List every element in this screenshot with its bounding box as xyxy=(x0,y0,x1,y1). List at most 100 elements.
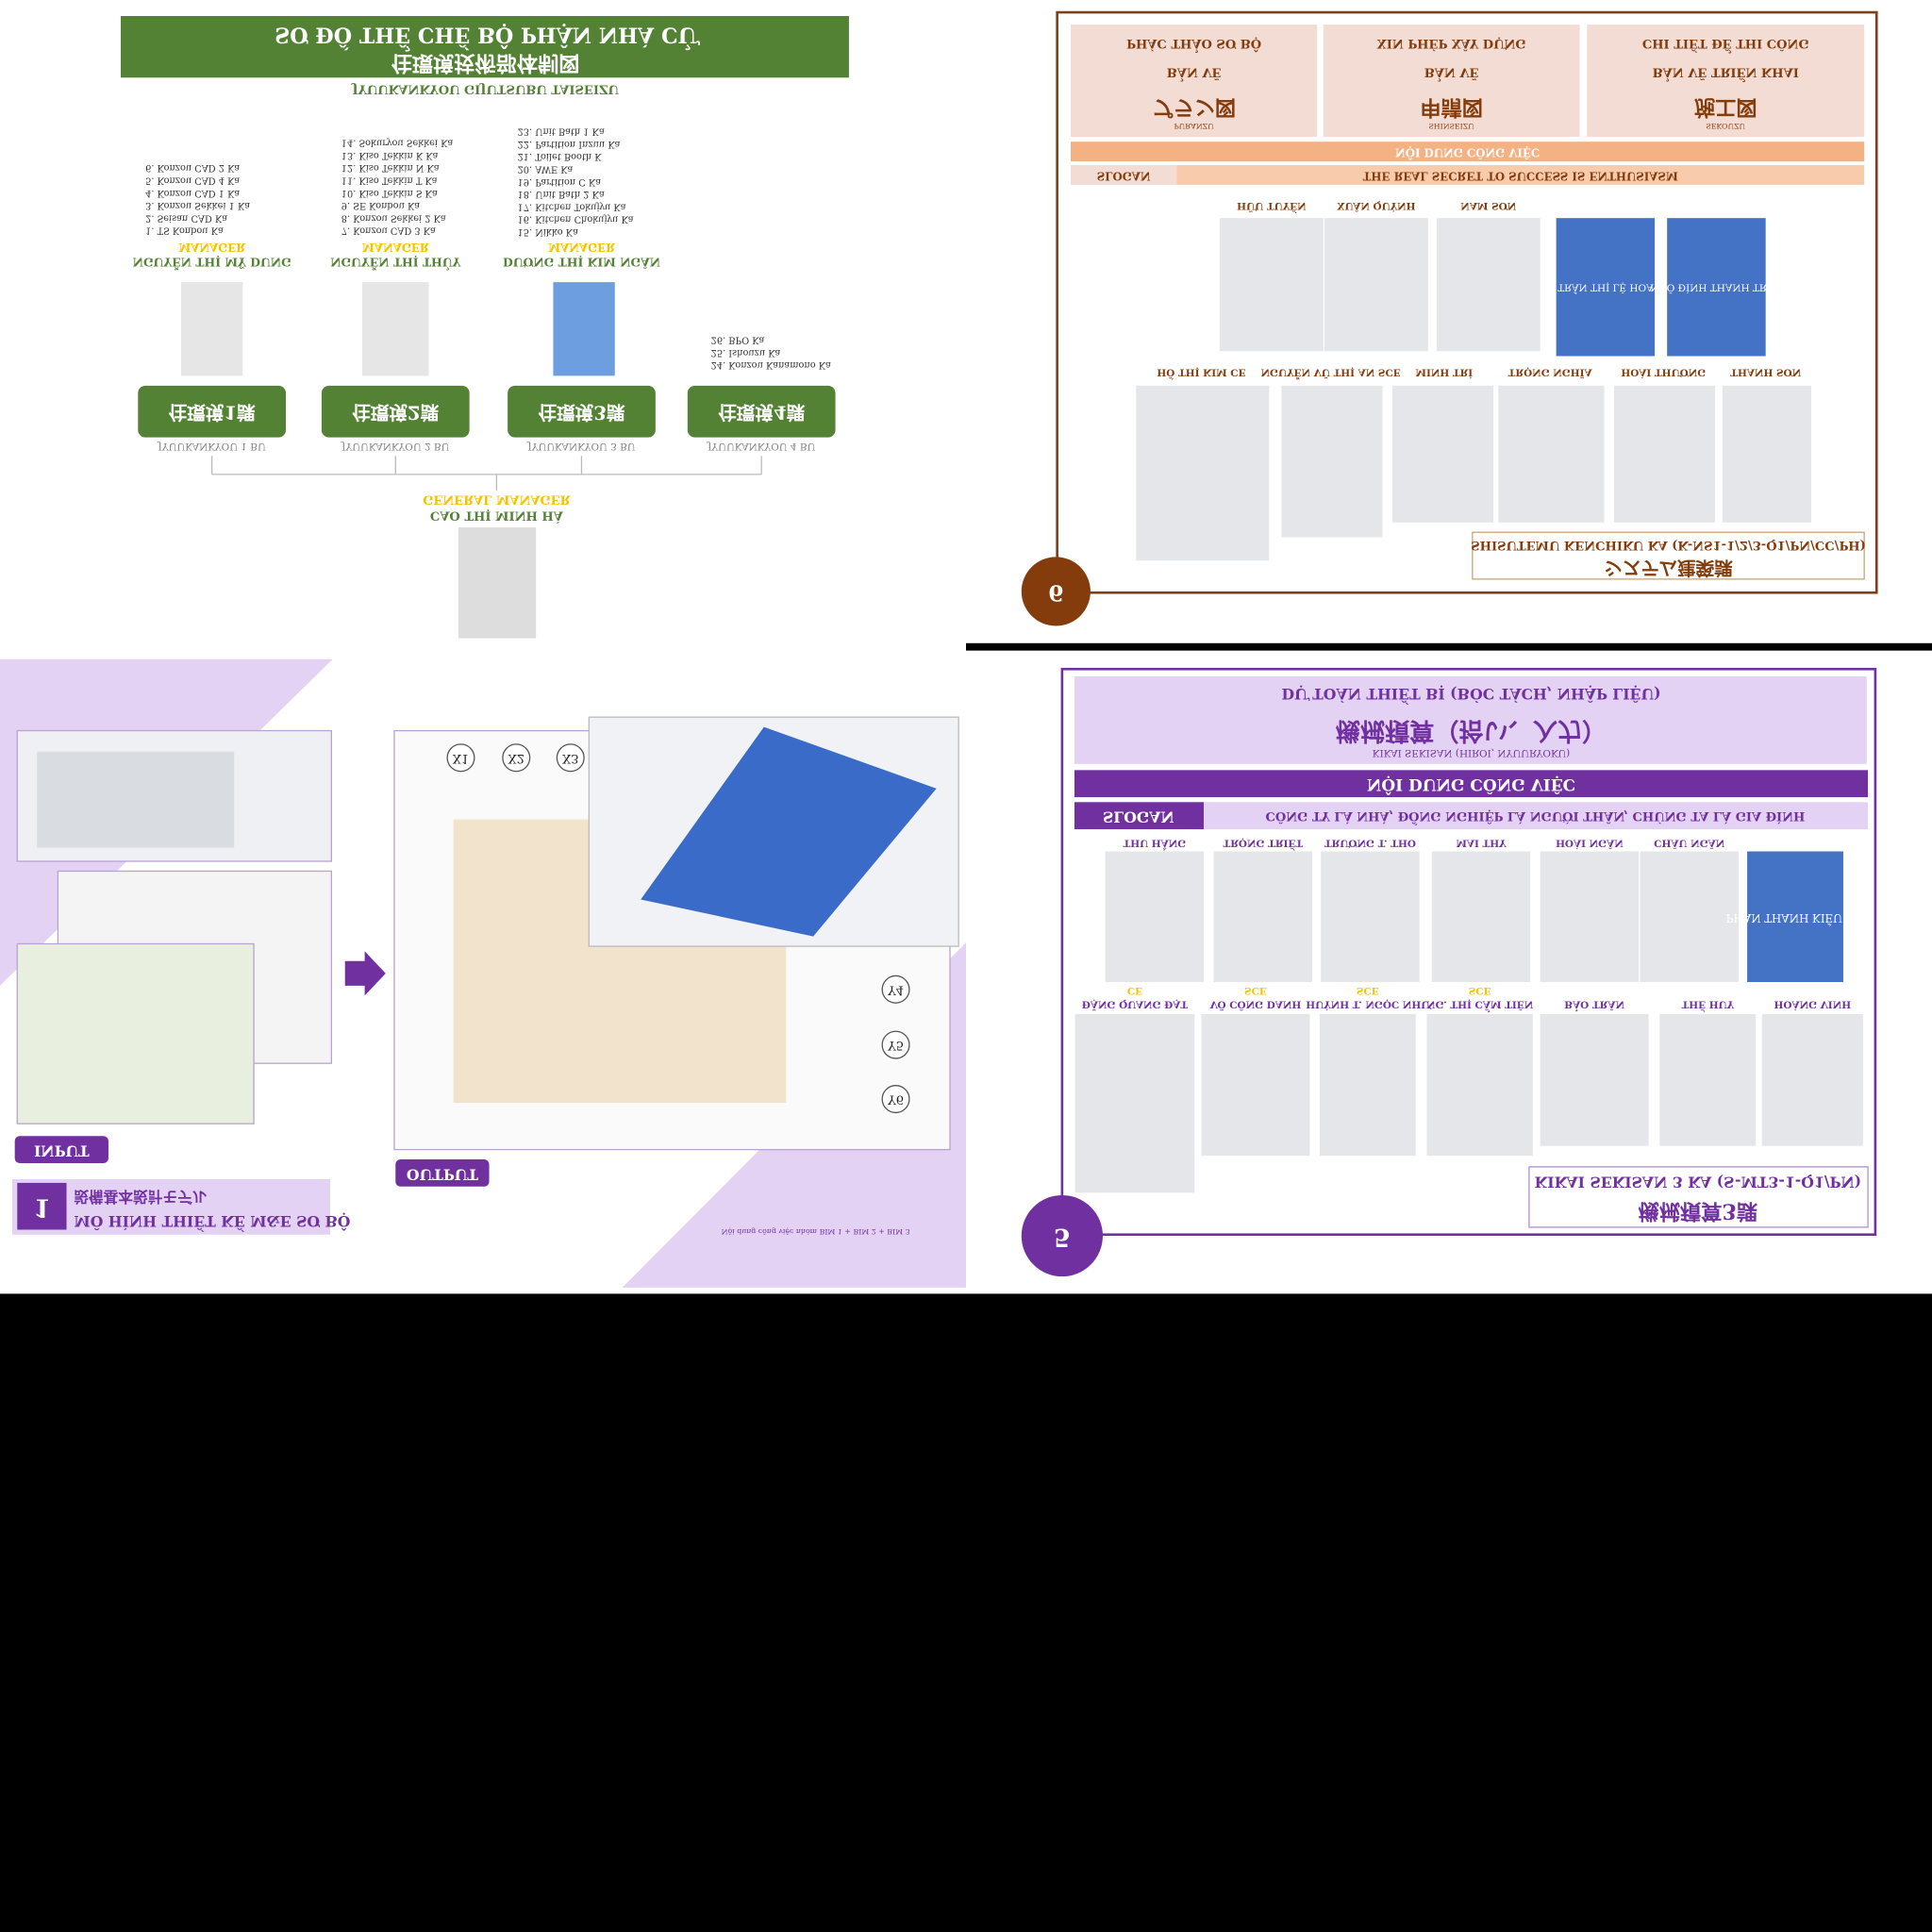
person-name: BẢO TRÂN xyxy=(1564,998,1624,1012)
department-box xyxy=(508,385,656,438)
grid-bubble xyxy=(881,974,910,1004)
slogan-box xyxy=(1204,802,1869,830)
person-name: HOÀI NGÂN xyxy=(1556,837,1624,850)
person-name: THU HẰNG xyxy=(1123,837,1186,851)
header-romaji: KIKAI SEKISAN (HIROI, NYUURYOKU) xyxy=(1373,747,1570,758)
department-label: JYUUKANKYOU 4 BU xyxy=(707,441,815,452)
photo xyxy=(1614,385,1716,523)
page-number: 5 xyxy=(1054,1223,1071,1252)
photo xyxy=(1105,851,1205,982)
photo xyxy=(1436,218,1541,352)
phase-title: PHÁC THẢO SƠ BỘ xyxy=(1126,36,1261,53)
photo xyxy=(181,282,243,376)
phase-box xyxy=(1071,25,1318,137)
subtitle: JYUUKANKYOU GIJUTSUBU TAISEIZU xyxy=(351,82,619,96)
list-item: 7. Konzou CAD 3 Ka xyxy=(341,225,436,236)
person-name: NG. THỊ CẨM TIÊN xyxy=(1426,998,1534,1013)
list-item: 25. Ishouzu Ka xyxy=(711,347,781,358)
person-role: SCE xyxy=(1469,985,1491,996)
photo xyxy=(1213,851,1313,982)
photo xyxy=(1761,1013,1863,1146)
grid-bubble xyxy=(556,743,585,773)
grid-label: Y6 xyxy=(887,1092,904,1107)
photo xyxy=(1321,851,1420,982)
photo xyxy=(1201,1013,1310,1157)
grid-bubble xyxy=(881,1030,910,1059)
list-item: 14. Sokuryou Sekkei Ka xyxy=(341,137,454,147)
person-box xyxy=(1556,218,1656,357)
photo xyxy=(1659,1013,1757,1146)
list-item: 3. Konzou Sekkei 1 Ka xyxy=(145,200,250,210)
person-role: CE xyxy=(1127,985,1142,996)
photo xyxy=(362,282,429,376)
person-name: THANH SƠN xyxy=(1730,366,1801,377)
list-item: 16. Kitchen Chokujyu Ka xyxy=(518,214,634,225)
photo xyxy=(1540,851,1640,982)
slogan: CÔNG TY LÀ NHÀ, ĐỒNG NGHIỆP LÀ NGƯỜI THÂ… xyxy=(1265,808,1805,825)
list-item: 13. Kiso Tekkin K Ka xyxy=(341,150,439,160)
title: MÔ HÌNH THIẾT KẾ M&E SƠ BỘ xyxy=(74,1212,350,1231)
list-item: 8. Konzou Sekkei 2 Ka xyxy=(341,212,446,223)
list-item: 12. Kiso Tekkin N Ka xyxy=(341,162,440,173)
list-item: 18. Unit Bath 2 Ka xyxy=(518,189,605,199)
grid-bubble xyxy=(881,1085,910,1114)
slogan-label-box xyxy=(1074,802,1205,830)
photo xyxy=(1722,385,1811,523)
header-jp: 機械積算（拾い、入力） xyxy=(1336,716,1607,745)
person-box xyxy=(1667,218,1766,357)
person-name: TRỌNG TRIẾT xyxy=(1223,837,1303,851)
number-box xyxy=(17,1182,67,1230)
team-box xyxy=(1472,531,1865,580)
team: KIKAI SEKISAN 3 KA (S-MT3-1-Q1/PN) xyxy=(1535,1173,1861,1191)
list-item: 20. AWE Ka xyxy=(518,163,574,174)
phase-jp: 申請図 xyxy=(1420,94,1483,120)
person-role: SCE xyxy=(1244,985,1267,996)
list-item: 10. Kiso Tekkin S Ka xyxy=(341,188,438,198)
page-number: 6 xyxy=(1048,579,1063,606)
phase-title: CHI TIẾT ĐỂ THI CÔNG xyxy=(1642,36,1809,54)
team-box xyxy=(1528,1166,1869,1228)
grid-label: X1 xyxy=(453,751,470,765)
person-name: HUỲNH T. NGỌC NHƯ xyxy=(1306,998,1431,1011)
person-name: NGÔ ĐÌNH THANH TRÚC xyxy=(1650,281,1782,294)
phase-sub: BẢN VẼ xyxy=(1167,64,1222,81)
phase-box xyxy=(1587,25,1865,137)
photo xyxy=(1640,851,1739,982)
photo xyxy=(458,527,537,639)
photo xyxy=(1498,385,1605,523)
divider xyxy=(966,642,1932,651)
photo xyxy=(1319,1013,1416,1157)
person-name: HỒ THỊ KIM CE xyxy=(1157,366,1245,380)
person-name: ĐẶNG QUANG ĐẠT xyxy=(1082,998,1189,1011)
manager-role: MANAGER xyxy=(362,241,429,254)
manager-name: NGUYỄN THỊ MỸ DUNG xyxy=(133,255,291,271)
photo xyxy=(1426,1013,1533,1157)
photo xyxy=(553,282,615,376)
slogan-label: SLOGAN xyxy=(1097,169,1151,182)
gm-role: GENERAL MANAGER xyxy=(423,491,570,506)
person-box xyxy=(1747,851,1843,982)
person-name: NGUYỄN VŨ THỊ AN SCE xyxy=(1261,366,1401,381)
team-jp: 機械積算3課 xyxy=(1639,1199,1758,1224)
person-name: MAI THY xyxy=(1456,837,1507,848)
input-image xyxy=(16,942,255,1124)
slogan: THE REAL SECRET TO SUCCESS IS ENTHUSIASM xyxy=(1363,169,1678,182)
title-banner xyxy=(121,15,849,78)
person-name: HOÀNG VINH xyxy=(1774,998,1852,1011)
header-box xyxy=(1074,676,1867,764)
frame xyxy=(1056,10,1878,594)
department: 住環境2課 xyxy=(352,402,439,424)
department-label: JYUUKANKYOU 2 BU xyxy=(341,441,449,452)
grid-label: X3 xyxy=(562,751,579,765)
page-badge xyxy=(1021,557,1091,626)
photo xyxy=(1540,1013,1649,1146)
phase-title: XIN PHÉP XÂY DỰNG xyxy=(1377,36,1526,51)
phase-sub: BẢN VẼ TRIỂN KHAI xyxy=(1653,64,1799,82)
list-item: 17. Kitchen Tokujyu Ka xyxy=(518,201,626,211)
work-bar xyxy=(1071,142,1865,162)
manager-role: MANAGER xyxy=(548,241,615,254)
list-item: 1. TS Konbou Ka xyxy=(145,225,224,236)
section-number: 1 xyxy=(33,1193,50,1223)
person-name: THẾ HUY xyxy=(1681,998,1734,1012)
